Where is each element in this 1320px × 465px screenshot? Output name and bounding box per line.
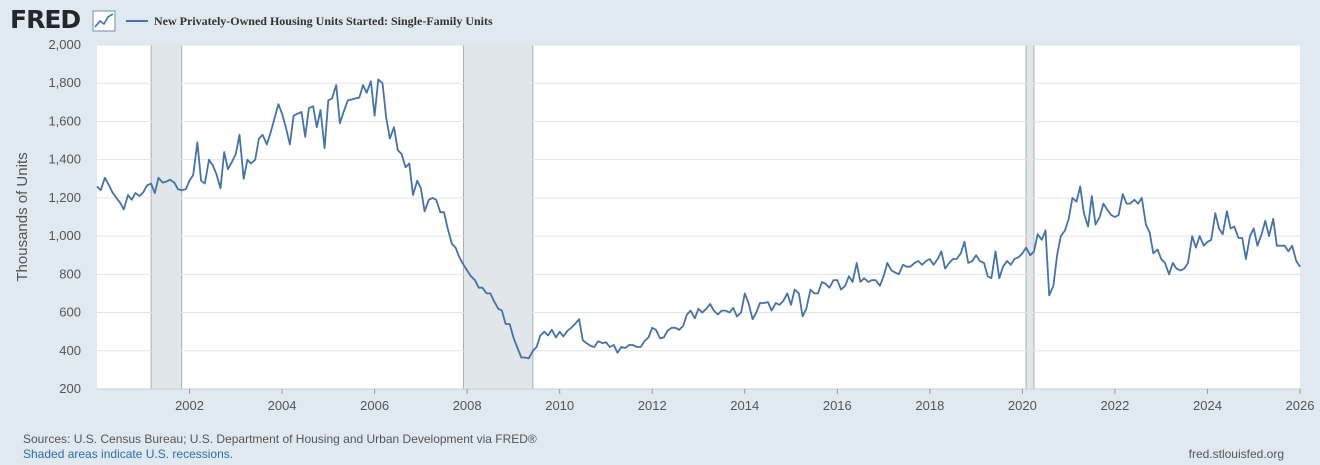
x-tick-label: 2026: [1286, 398, 1315, 413]
y-axis: 200 400 600 800 1,000 1,200 1,400 1,600 1,800 2,0…: [48, 37, 81, 396]
x-tick-label: 2010: [545, 398, 574, 413]
legend-swatch: [126, 20, 148, 22]
y-tick-label: 1,400: [48, 152, 81, 167]
y-tick-label: 1,000: [48, 228, 81, 243]
recession-band: [150, 44, 183, 390]
header: FRED New Privately-Owned Housing Units S…: [0, 0, 1320, 40]
series: [96, 78, 1301, 360]
y-tick-label: 400: [59, 343, 81, 358]
series-line[interactable]: [96, 78, 1301, 360]
graph-icon[interactable]: [92, 10, 116, 32]
x-tick-label: 2024: [1193, 398, 1222, 413]
y-tick-label: 2,000: [48, 37, 81, 52]
x-tick-label: 2020: [1008, 398, 1037, 413]
x-tick-label: 2018: [915, 398, 944, 413]
y-tick-label: 200: [59, 381, 81, 396]
site-url[interactable]: fred.stlouisfed.org: [1188, 447, 1284, 461]
recession-band: [1025, 44, 1035, 390]
gridlines: [97, 44, 1300, 390]
y-axis-title: Thousands of Units: [14, 152, 31, 281]
x-tick-label: 2016: [823, 398, 852, 413]
x-tick-label: 2022: [1100, 398, 1129, 413]
recession-band: [462, 44, 534, 390]
x-tick-label: 2004: [268, 398, 297, 413]
x-tick-label: 2006: [360, 398, 389, 413]
x-tick-label: 2012: [638, 398, 667, 413]
footer: Sources: U.S. Census Bureau; U.S. Depart…: [0, 428, 1320, 465]
chart[interactable]: 2002 2004 2006 2008 2010 2012 2014 2016 2018 2020…: [0, 30, 1320, 420]
x-tick-label: 2002: [175, 398, 204, 413]
plot-area: [97, 45, 1300, 389]
legend-label: New Privately-Owned Housing Units Starte…: [154, 14, 493, 28]
x-axis: 2002 2004 2006 2008 2010 2012 2014 2016 2018 2020…: [175, 389, 1314, 413]
y-tick-label: 1,200: [48, 190, 81, 205]
fred-logo[interactable]: FRED: [10, 5, 81, 34]
y-tick-label: 1,600: [48, 113, 81, 128]
y-tick-label: 800: [59, 266, 81, 281]
x-tick-label: 2014: [730, 398, 759, 413]
y-tick-label: 1,800: [48, 75, 81, 90]
recession-note: Shaded areas indicate U.S. recessions.: [23, 447, 234, 461]
x-tick-label: 2008: [453, 398, 482, 413]
sources-text: Sources: U.S. Census Bureau; U.S. Depart…: [23, 432, 537, 446]
y-tick-label: 600: [59, 305, 81, 320]
recession-bands: [150, 44, 1035, 390]
